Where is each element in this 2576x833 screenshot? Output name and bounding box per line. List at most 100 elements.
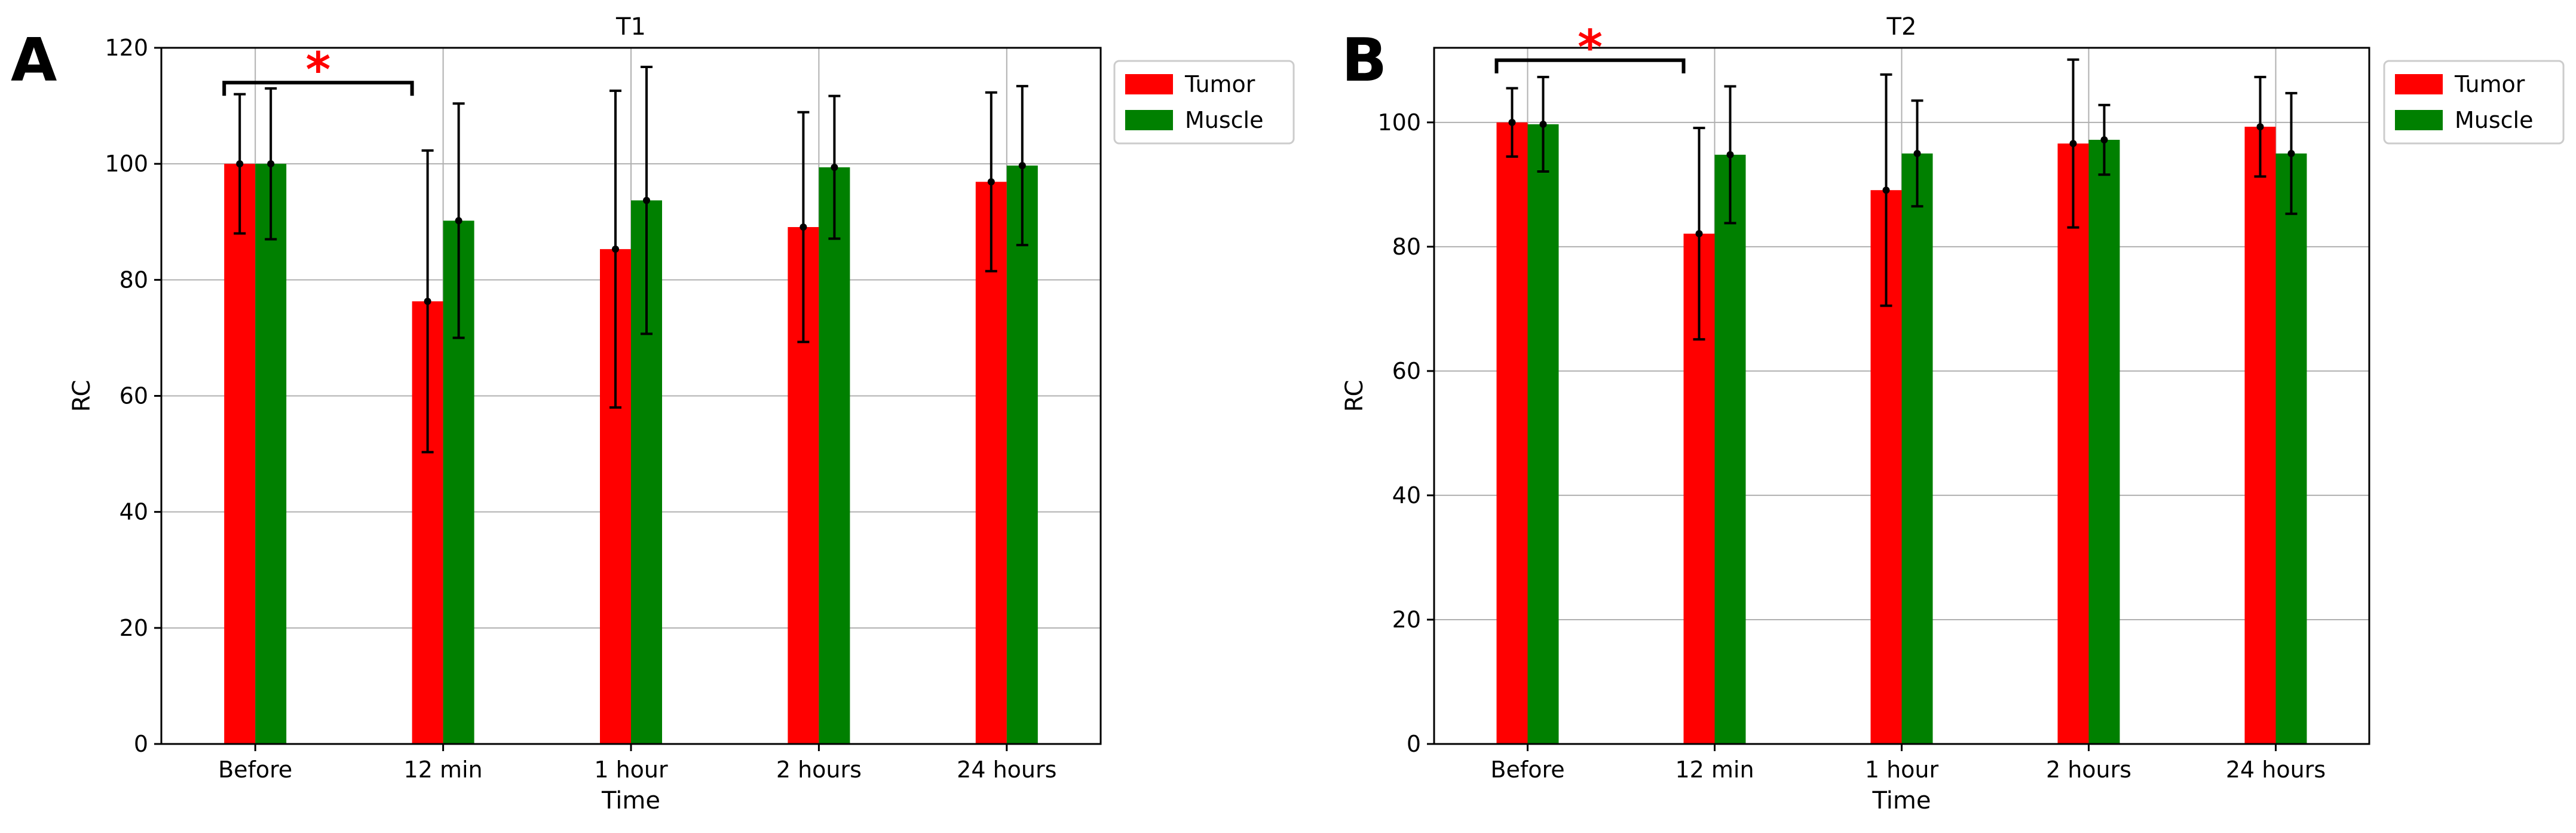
x-axis-label: Time (1872, 787, 1931, 814)
y-tick-label: 0 (134, 731, 148, 757)
bar-muscle (1901, 153, 1933, 745)
mean-marker (1539, 120, 1547, 128)
legend-label-muscle: Muscle (2455, 107, 2534, 133)
mean-marker (1695, 230, 1703, 238)
error-bar-tumor (797, 111, 810, 344)
y-axis-label: RC (68, 380, 96, 412)
significance-bracket: * (222, 42, 414, 97)
bar-muscle (255, 164, 287, 745)
mean-marker (424, 298, 431, 305)
y-tick-label: 40 (120, 499, 148, 525)
significance-marker: * (1578, 20, 1603, 75)
chart-title: T2 (1886, 13, 1917, 41)
significance-line (1494, 58, 1686, 74)
error-bar-tumor (1880, 73, 1892, 307)
mean-marker (1508, 118, 1516, 126)
chart-panel-b: B T2 0 20 40 60 80 100 Before 12 min 1 hour 2 hours… (1341, 13, 2565, 814)
bar-tumor (1496, 122, 1528, 745)
x-tick-label: 2 hours (776, 757, 862, 783)
legend: Tumor Muscle (1113, 60, 1295, 145)
bar-muscle (819, 167, 850, 744)
y-axis-label: RC (1341, 380, 1368, 412)
bar-tumor (975, 182, 1007, 744)
chart-panel-a: A T1 0 20 40 60 80 100 120 Before 12 min 1 hour 2 ho… (11, 13, 1295, 814)
error-bar-muscle (1911, 99, 1923, 208)
error-bar-muscle (452, 102, 465, 339)
mean-marker (1726, 151, 1734, 158)
error-bar-muscle (1724, 85, 1736, 225)
mean-marker (643, 197, 650, 204)
legend-swatch-tumor (1125, 74, 1173, 94)
error-bar-muscle (2285, 91, 2298, 215)
x-tick-label: Before (218, 757, 292, 783)
error-bar-muscle (265, 87, 277, 241)
panel-letter: B (1341, 25, 1387, 95)
error-bar-muscle (1537, 75, 1549, 173)
mean-marker (2100, 136, 2108, 143)
error-bar-muscle (2098, 103, 2111, 176)
legend-label-tumor: Tumor (1184, 71, 1255, 97)
mean-marker (267, 160, 275, 168)
error-bar-tumor (2067, 58, 2079, 229)
legend-swatch-tumor (2395, 74, 2443, 94)
x-tick-label: 1 hour (594, 757, 668, 783)
error-bar-muscle (641, 66, 653, 335)
bar-tumor (2057, 143, 2089, 744)
x-tick-label: Before (1490, 757, 1564, 783)
mean-marker (236, 160, 244, 168)
error-bar-tumor (421, 149, 434, 454)
mean-marker (2287, 149, 2295, 157)
legend: Tumor Muscle (2383, 60, 2565, 145)
panel-letter: A (11, 25, 57, 95)
error-bar-tumor (1693, 127, 1705, 341)
significance-line (222, 81, 414, 96)
legend-swatch-muscle (2395, 110, 2443, 130)
mean-marker (1913, 149, 1921, 157)
y-tick-label: 80 (120, 267, 148, 293)
y-tick-label: 40 (1392, 482, 1421, 509)
mean-marker (2069, 140, 2077, 148)
chart-title: T1 (615, 13, 646, 41)
significance-bracket: * (1494, 20, 1686, 75)
mean-marker (455, 217, 462, 225)
mean-marker (831, 163, 838, 171)
mean-marker (1882, 186, 1890, 194)
x-tick-label: 24 hours (2226, 757, 2326, 783)
y-tick-label: 100 (1377, 109, 1421, 136)
mean-marker (1018, 162, 1026, 170)
error-bar-tumor (234, 93, 246, 235)
legend-label-tumor: Tumor (2454, 71, 2525, 97)
x-tick-label: 12 min (404, 757, 483, 783)
y-tick-label: 60 (120, 383, 148, 409)
significance-marker: * (305, 42, 330, 97)
bar-muscle (2275, 153, 2307, 745)
bar-muscle (1527, 124, 1559, 744)
x-tick-label: 1 hour (1865, 757, 1939, 783)
y-tick-label: 20 (120, 615, 148, 641)
error-bar-tumor (609, 89, 621, 409)
mean-marker (612, 245, 619, 253)
error-bar-tumor (1506, 87, 1518, 158)
error-bar-tumor (2254, 75, 2266, 178)
x-tick-label: 24 hours (957, 757, 1056, 783)
y-tick-label: 60 (1392, 358, 1421, 384)
x-axis-label: Time (601, 787, 660, 814)
x-tick-label: 2 hours (2046, 757, 2131, 783)
legend-swatch-muscle (1125, 110, 1173, 130)
x-tick-label: 12 min (1675, 757, 1754, 783)
y-tick-label: 80 (1392, 234, 1421, 260)
y-tick-label: 20 (1392, 607, 1421, 633)
y-tick-label: 0 (1407, 731, 1421, 757)
bar-muscle (1006, 166, 1038, 744)
mean-marker (987, 178, 995, 186)
mean-marker (800, 223, 807, 231)
legend-label-muscle: Muscle (1185, 107, 1264, 133)
y-tick-label: 120 (105, 35, 148, 61)
error-bar-muscle (1016, 85, 1028, 247)
bar-muscle (2088, 139, 2120, 745)
error-bar-muscle (828, 94, 841, 240)
y-tick-label: 100 (105, 151, 148, 177)
bar-muscle (1714, 154, 1746, 744)
error-bar-tumor (985, 91, 997, 272)
